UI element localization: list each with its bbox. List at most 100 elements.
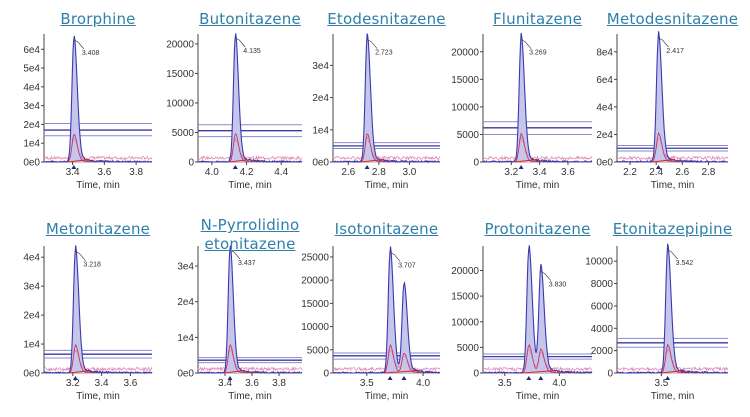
x-tick-label: 4.0 — [416, 378, 430, 389]
y-tick-label: 0 — [607, 369, 613, 380]
qualifier-trace — [616, 138, 729, 161]
x-tick-label: 2.8 — [372, 167, 386, 178]
peak-area-fill — [384, 246, 420, 373]
chart-panel: 0e0 2e4 4e4 6e4 8e4 2.2 2.4 2.6 2.8 Time, min 2.41… — [596, 31, 729, 191]
y-tick-label: 1e4 — [177, 333, 194, 344]
y-tick-label: 0e0 — [23, 369, 40, 380]
rt-marker-icon — [71, 165, 77, 169]
peak-rt-label: 3.218 — [83, 261, 101, 268]
quant-trace — [198, 245, 303, 374]
y-tick-label: 4e4 — [23, 253, 40, 264]
x-tick-label: 3.4 — [66, 167, 80, 178]
chart-title[interactable]: Metodesnitazene — [606, 10, 739, 28]
y-tick-label: 15000 — [166, 69, 194, 80]
rt-marker-icon — [364, 165, 370, 169]
y-tick-label: 10000 — [451, 102, 479, 113]
integration-baseline — [67, 159, 90, 163]
quant-trace — [616, 243, 729, 374]
y-tick-label: 8000 — [591, 279, 614, 290]
peak-area-fill — [68, 35, 90, 163]
y-tick-label: 10000 — [451, 317, 479, 328]
y-tick-label: 4e4 — [596, 102, 613, 113]
peak-area-fill — [653, 31, 674, 162]
x-tick-label: 3.8 — [272, 378, 286, 389]
peak-rt-label: 2.723 — [375, 50, 393, 57]
chart-panel: 0e0 1e4 2e4 3e4 4e4 5e4 6e4 3.4 3.6 3.8 Time, min 3… — [23, 34, 153, 191]
x-tick-label: 3.6 — [123, 378, 137, 389]
x-tick-label: 3.6 — [245, 378, 259, 389]
qualifier-trace — [197, 138, 303, 161]
rt-marker-icon — [72, 376, 78, 380]
y-tick-label: 0e0 — [312, 158, 329, 169]
quant-trace — [482, 32, 593, 164]
integration-baseline — [229, 159, 251, 163]
y-tick-label: 20000 — [451, 266, 479, 277]
chart-title[interactable]: Brorphine — [60, 10, 136, 28]
y-tick-label: 10000 — [585, 257, 613, 268]
x-tick-label: 2.6 — [675, 167, 689, 178]
integration-baseline — [522, 370, 557, 374]
qualifier-trace — [43, 348, 153, 372]
y-tick-label: 0 — [473, 158, 479, 169]
peak-rt-label: 3.437 — [238, 260, 256, 267]
integration-baseline — [384, 370, 420, 374]
x-axis-label: Time, min — [651, 391, 695, 402]
integration-baseline — [224, 370, 246, 374]
rt-marker-icon — [655, 165, 661, 169]
x-axis-label: Time, min — [76, 180, 120, 191]
rt-marker-icon — [227, 376, 233, 380]
y-tick-label: 0 — [473, 369, 479, 380]
y-tick-label: 20000 — [166, 39, 194, 50]
y-tick-label: 3e4 — [23, 101, 40, 112]
x-axis-label: Time, min — [228, 180, 272, 191]
y-tick-label: 0 — [188, 158, 194, 169]
rt-marker-icon — [401, 376, 407, 380]
chart-title[interactable]: Isotonitazene — [334, 220, 439, 238]
y-tick-label: 2000 — [591, 346, 614, 357]
chart-title[interactable]: Etonitazepipine — [612, 220, 733, 238]
y-tick-label: 6000 — [591, 301, 614, 312]
y-tick-label: 2e4 — [596, 130, 613, 141]
y-tick-label: 4e4 — [23, 82, 40, 93]
y-tick-label: 10000 — [166, 98, 194, 109]
chart-title-line: N-Pyrrolidino — [200, 216, 300, 234]
y-tick-label: 2e4 — [177, 297, 194, 308]
x-tick-label: 4.4 — [274, 167, 288, 178]
x-tick-label: 3.8 — [129, 167, 143, 178]
x-tick-label: 2.6 — [341, 167, 355, 178]
peak-label-leader — [366, 39, 378, 49]
y-tick-label: 6e4 — [23, 45, 40, 56]
y-tick-label: 5000 — [457, 130, 480, 141]
x-tick-label: 3.0 — [402, 167, 416, 178]
y-tick-label: 1e4 — [312, 125, 329, 136]
chart-title[interactable]: Etodesnitazene — [327, 10, 446, 28]
x-tick-label: 3.5 — [498, 378, 512, 389]
y-tick-label: 1e4 — [23, 340, 40, 351]
chart-panel: 0 5000 10000 15000 20000 3.5 4.0 Time, min 3.830 — [451, 245, 593, 402]
rt-marker-icon — [387, 376, 393, 380]
peak-label-leader — [73, 39, 85, 50]
peak-area-fill — [515, 32, 537, 163]
y-tick-label: 3e4 — [23, 282, 40, 293]
x-axis-label: Time, min — [516, 391, 560, 402]
peak-rt-label: 3.830 — [549, 282, 567, 289]
peak-rt-label: 3.707 — [398, 262, 416, 269]
y-tick-label: 0 — [323, 369, 329, 380]
y-tick-label: 8e4 — [596, 47, 613, 58]
peak-area-fill — [224, 245, 245, 373]
y-tick-label: 0e0 — [596, 158, 613, 169]
y-tick-label: 6e4 — [596, 75, 613, 86]
x-tick-label: 3.5 — [360, 378, 374, 389]
chart-title[interactable]: Metonitazene — [45, 220, 151, 238]
chart-title[interactable]: Butonitazene — [199, 10, 301, 28]
chart-title[interactable]: Protonitazene — [484, 220, 591, 238]
chart-title-line: etonitazene — [204, 235, 296, 253]
chart-title[interactable]: N-Pyrrolidino etonitazene — [175, 216, 325, 254]
y-tick-label: 20000 — [301, 276, 329, 287]
x-tick-label: 4.0 — [552, 378, 566, 389]
chart-title[interactable]: Flunitazene — [492, 10, 583, 28]
x-axis-label: Time, min — [365, 391, 409, 402]
peak-rt-label: 3.269 — [529, 50, 547, 57]
